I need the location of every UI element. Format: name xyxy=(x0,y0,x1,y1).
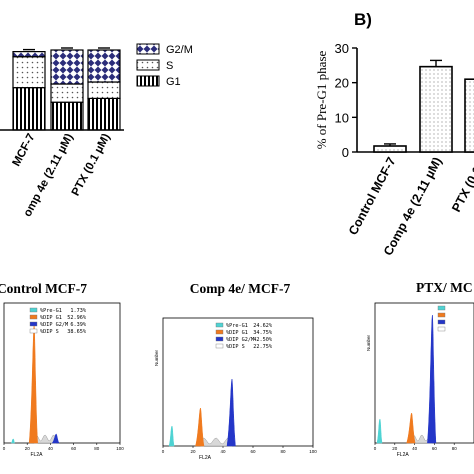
bar-2 xyxy=(464,78,474,153)
x-tick-label-40: 40 xyxy=(48,446,54,451)
bar-0 xyxy=(373,145,407,153)
panel-a-legend: G2/M S G1 xyxy=(136,43,193,88)
legend-label-3: %DIP S xyxy=(226,344,245,350)
legend-swatch-0 xyxy=(215,322,224,328)
legend-label-2: %DIP G2/M xyxy=(40,322,68,328)
legend-value-1: 34.75% xyxy=(253,330,273,336)
legend-swatch-3 xyxy=(215,343,224,349)
panel-b-label: B) xyxy=(354,10,372,29)
legend-label-1: %DIP G1 xyxy=(40,315,62,321)
bar-g2m-0 xyxy=(12,50,46,58)
legend-swatch-0 xyxy=(29,307,38,313)
x-tick-label-80: 80 xyxy=(94,446,100,451)
y-tick-label-20: 20 xyxy=(335,76,349,91)
x-tick-label-80: 80 xyxy=(452,446,458,451)
legend-value-0: 24.62% xyxy=(253,323,273,329)
category-label-2: PTX (0.1 µM) xyxy=(70,132,113,198)
bar-s-1 xyxy=(50,83,84,103)
histogram-ptx: PTX/ MC Number 0 20 40 60 80 FL2A xyxy=(366,280,474,458)
y-tick-label-10: 10 xyxy=(335,110,349,125)
legend-value-2: 6.39% xyxy=(70,322,86,328)
legend-swatch-3 xyxy=(29,328,38,334)
x-tick-label-40: 40 xyxy=(412,446,418,451)
legend-label-1: %DIP G1 xyxy=(226,330,248,336)
legend-label-s: S xyxy=(166,60,173,72)
x-tick-label-40: 40 xyxy=(220,449,226,454)
x-tick-label-20: 20 xyxy=(392,446,398,451)
histogram-title: Comp 4e/ MCF-7 xyxy=(190,281,291,296)
legend-swatch-1 xyxy=(215,329,224,335)
g2m-peak xyxy=(51,433,60,444)
g2m-peak xyxy=(427,314,437,444)
x-tick-label-0: 0 xyxy=(3,446,6,451)
legend-swatch-1 xyxy=(29,314,38,320)
y-axis-label: Number xyxy=(366,335,371,352)
x-tick-label-100: 100 xyxy=(309,449,317,454)
legend-value-1: 52.96% xyxy=(67,315,87,321)
legend-swatch-1 xyxy=(437,312,446,318)
legend-swatch-3 xyxy=(437,326,446,332)
bar-g1-0 xyxy=(12,87,46,131)
g1-peak xyxy=(195,407,205,447)
pre-g1-peak xyxy=(168,425,175,447)
legend-label-0: %Pre-G1 xyxy=(40,308,62,314)
legend-label-3: %DIP S xyxy=(40,329,59,335)
legend-swatch-2 xyxy=(29,321,38,327)
x-tick-label-60: 60 xyxy=(71,446,77,451)
x-axis-label: FL2A xyxy=(397,452,410,458)
histogram-control: Control MCF-7Number020406080100FL2A%Pre-… xyxy=(0,281,124,458)
legend-label-g2m: G2/M xyxy=(166,44,193,56)
legend-label-0: %Pre-G1 xyxy=(226,323,248,329)
bar-g2m-2 xyxy=(87,49,121,83)
bar-1 xyxy=(419,65,453,153)
x-tick-label-60: 60 xyxy=(250,449,256,454)
y-tick-label-0: 0 xyxy=(342,145,349,160)
bar-s-2 xyxy=(87,81,121,99)
plot-frame xyxy=(162,317,314,447)
x-tick-label-60: 60 xyxy=(432,446,438,451)
pre-g1-peak xyxy=(376,418,383,444)
legend-value-3: 38.65% xyxy=(67,329,87,335)
legend-swatch-2 xyxy=(215,336,224,342)
x-axis-label: FL2A xyxy=(31,452,44,458)
x-tick-label-100: 100 xyxy=(116,446,124,451)
legend-label-2: %DIP G2/M xyxy=(226,337,254,343)
legend-swatch-s xyxy=(136,59,160,71)
y-axis-label: % of Pre-G1 phase xyxy=(314,50,329,149)
category-label-0: MCF-7 xyxy=(11,132,38,169)
x-tick-label-20: 20 xyxy=(25,446,31,451)
histogram-comp4e: Comp 4e/ MCF-7 Number 0 20 40 60 80 100 FL2A %Pre… xyxy=(154,281,317,461)
legend-value-0: 1.73% xyxy=(70,308,86,314)
x-tick-label-0: 0 xyxy=(374,446,377,451)
plot-frame xyxy=(374,302,474,444)
x-tick-label-20: 20 xyxy=(190,449,196,454)
legend-swatch-0 xyxy=(437,305,446,311)
legend-swatch-g1 xyxy=(136,75,160,87)
histogram-title: Control MCF-7 xyxy=(0,281,87,296)
legend-swatch-2 xyxy=(437,319,446,325)
g1-peak xyxy=(406,412,416,444)
plot-frame xyxy=(3,302,121,444)
x-axis-label: FL2A xyxy=(199,455,212,461)
y-tick-label-30: 30 xyxy=(335,41,349,56)
legend-value-2: 42.50% xyxy=(253,337,273,343)
legend-value-3: 22.75% xyxy=(253,344,273,350)
category-label-0: Control MCF-7 xyxy=(346,155,399,238)
y-axis-label: Number xyxy=(154,350,159,367)
bar-g1-2 xyxy=(87,97,121,131)
legend-swatch-g2m xyxy=(136,43,160,55)
g2m-peak xyxy=(226,378,236,447)
category-label-2: PTX (0.1 µ xyxy=(449,155,474,215)
x-tick-label-0: 0 xyxy=(162,449,165,454)
legend-label-g1: G1 xyxy=(166,76,181,88)
pre-g1-peak xyxy=(10,438,16,444)
bar-s-0 xyxy=(12,56,46,89)
bar-g2m-1 xyxy=(50,49,84,85)
bar-g1-1 xyxy=(50,101,84,131)
histogram-title: PTX/ MC xyxy=(416,280,473,295)
x-tick-label-80: 80 xyxy=(280,449,286,454)
